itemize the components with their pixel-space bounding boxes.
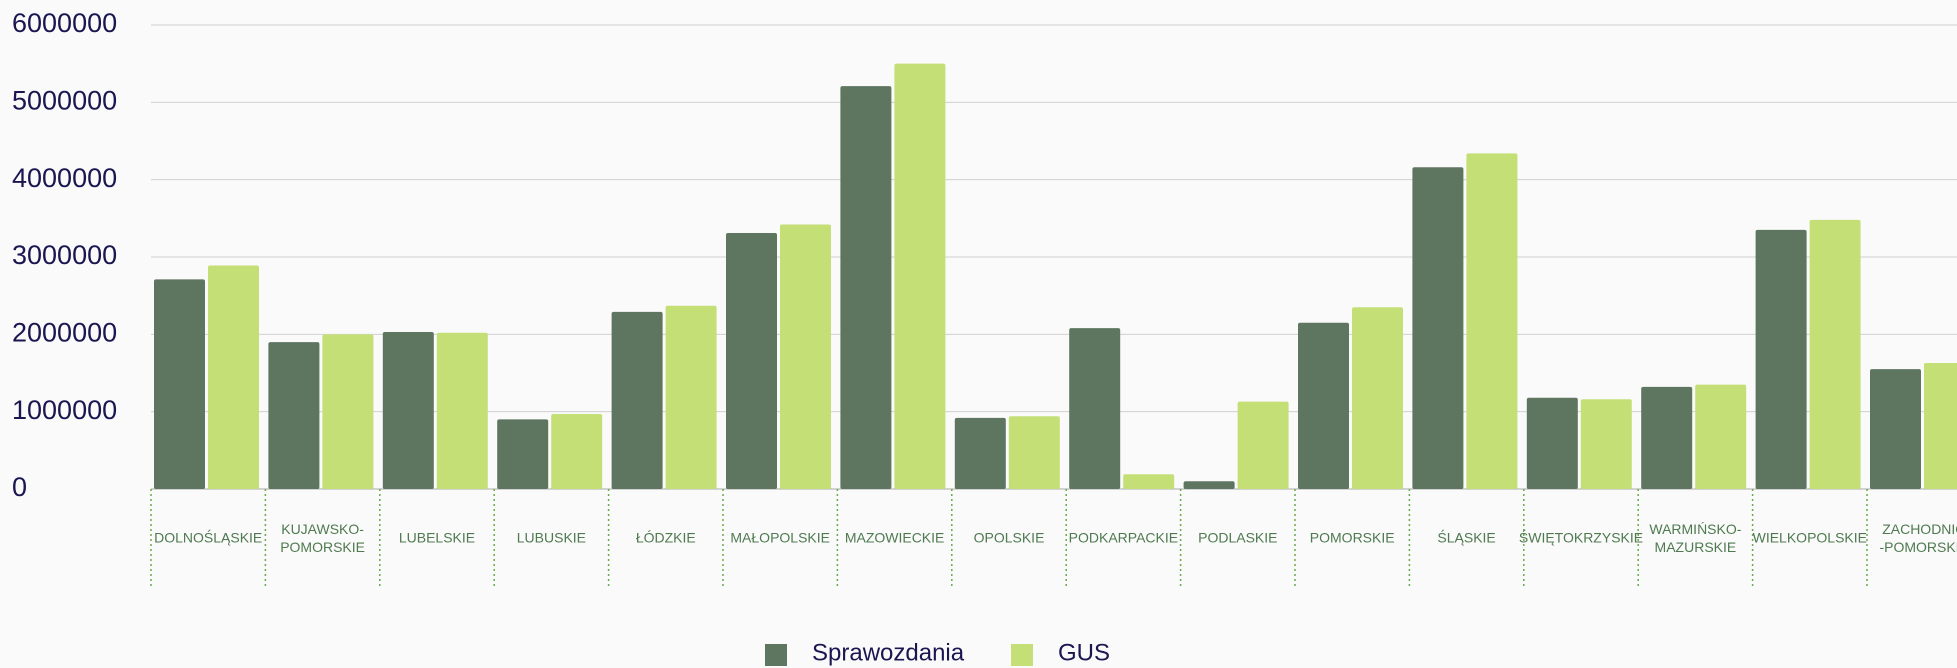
bar xyxy=(1298,322,1349,489)
bar xyxy=(322,334,374,489)
x-tick-label: MAZOWIECKIE xyxy=(845,530,945,546)
legend-swatch xyxy=(1011,644,1033,666)
bar xyxy=(1924,362,1957,489)
x-tick-label: WARMIŃSKO-MAZURSKIE xyxy=(1649,521,1741,555)
bar xyxy=(1526,397,1578,489)
y-tick-label: 6000000 xyxy=(12,8,117,38)
x-tick-label: KUJAWSKO-POMORSKIE xyxy=(280,521,365,555)
bar xyxy=(1412,167,1464,489)
bar xyxy=(1466,153,1518,489)
x-tick-label: ŁÓDZKIE xyxy=(636,530,696,546)
x-tick-label: ZACHODNIO-POMORSKIE xyxy=(1879,521,1957,555)
bar xyxy=(1809,219,1861,489)
bar xyxy=(154,279,205,489)
x-tick-label: PODKARPACKIE xyxy=(1069,530,1178,546)
legend-swatch xyxy=(765,644,787,666)
bar xyxy=(1069,328,1121,489)
bar xyxy=(1352,307,1403,489)
bar xyxy=(780,224,831,489)
x-tick-label: DOLNOŚLĄSKIE xyxy=(154,529,262,546)
y-tick-label: 4000000 xyxy=(12,163,117,193)
bar xyxy=(436,332,488,489)
bar xyxy=(1695,384,1747,489)
bar xyxy=(1870,369,1921,489)
y-tick-label: 1000000 xyxy=(12,395,117,425)
bar xyxy=(894,63,946,490)
legend-label: GUS xyxy=(1058,639,1110,666)
bar xyxy=(497,419,549,489)
legend-label: Sprawozdania xyxy=(812,639,965,666)
bar xyxy=(208,265,259,489)
x-tick-label: PODLASKIE xyxy=(1198,530,1277,546)
bar xyxy=(382,332,434,489)
bar xyxy=(1183,481,1235,489)
x-tick-label: ŚLĄSKIE xyxy=(1437,529,1495,546)
bar xyxy=(1237,401,1289,489)
bar xyxy=(954,417,1006,489)
bar xyxy=(1008,416,1060,489)
bar xyxy=(551,413,603,489)
bar xyxy=(726,233,777,489)
x-tick-label: WIELKOPOLSKIE xyxy=(1753,530,1867,546)
y-tick-label: 0 xyxy=(12,472,27,502)
bar xyxy=(1641,386,1693,489)
bar xyxy=(840,86,892,490)
y-tick-label: 2000000 xyxy=(12,317,117,347)
x-tick-label: MAŁOPOLSKIE xyxy=(730,530,830,546)
x-tick-label: OPOLSKIE xyxy=(974,530,1045,546)
bar xyxy=(665,305,717,489)
y-tick-label: 5000000 xyxy=(12,85,117,115)
x-tick-label: ŚWIĘTOKRZYSKIE xyxy=(1519,529,1643,546)
y-tick-label: 3000000 xyxy=(12,240,117,270)
bar xyxy=(268,342,320,489)
x-tick-label: LUBUSKIE xyxy=(517,530,586,546)
bar xyxy=(611,311,663,489)
x-tick-label: POMORSKIE xyxy=(1310,530,1395,546)
x-tick-label: LUBELSKIE xyxy=(399,530,475,546)
bar xyxy=(1755,229,1807,489)
bar xyxy=(1123,474,1175,489)
bar xyxy=(1580,399,1632,489)
